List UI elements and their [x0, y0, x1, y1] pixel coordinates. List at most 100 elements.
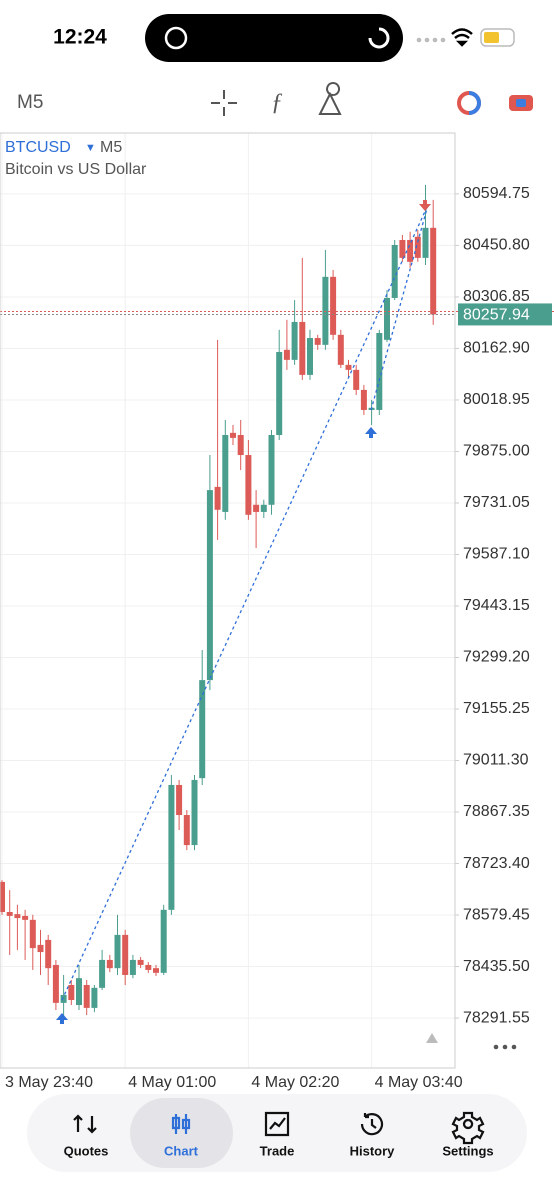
candle-body	[376, 333, 383, 410]
candle-body	[399, 239, 406, 258]
y-tick-label: 79155.25	[463, 700, 530, 717]
status-time: 12:24	[53, 26, 107, 49]
candle-body	[153, 968, 159, 973]
y-tick-label: 80018.95	[463, 391, 530, 408]
app-icon[interactable]	[468, 91, 481, 115]
candle-body	[14, 914, 21, 919]
symbol-dropdown[interactable]: ▼	[85, 142, 96, 154]
candle-body	[299, 321, 306, 375]
tab-bar	[27, 1094, 527, 1172]
tab-label[interactable]: History	[350, 1143, 396, 1158]
candle-body	[52, 964, 59, 1003]
y-tick-label: 78291.55	[463, 1009, 530, 1026]
y-tick-label: 78723.40	[463, 855, 530, 872]
candle-body	[260, 504, 267, 512]
candle-body	[206, 490, 213, 681]
candle-body	[137, 959, 144, 965]
candle-body	[106, 959, 113, 969]
dynamic-island	[145, 14, 403, 62]
candle-body	[214, 486, 221, 510]
sell-arrow	[419, 200, 431, 211]
candle-body	[160, 909, 167, 973]
trade-icon[interactable]	[516, 99, 526, 107]
wifi-icon	[451, 28, 473, 47]
island-icon	[164, 26, 188, 50]
candle-body	[191, 779, 198, 846]
tab-label[interactable]: Trade	[260, 1143, 295, 1158]
crosshair-icon[interactable]	[211, 90, 237, 116]
chart	[0, 133, 554, 1068]
y-tick-label: 78579.45	[463, 906, 530, 923]
tab-icon[interactable]	[360, 1113, 384, 1136]
candle-body	[391, 244, 398, 298]
chart-timeframe: M5	[100, 139, 122, 156]
candle-body	[99, 959, 106, 988]
candle-body	[422, 227, 429, 258]
y-tick-label: 79011.30	[463, 752, 529, 769]
candle-body	[430, 227, 437, 315]
y-tick-label: 80306.85	[463, 288, 530, 305]
candle-body	[45, 939, 52, 969]
candle-body	[353, 369, 360, 390]
more-menu[interactable]	[493, 1044, 517, 1050]
tab-icon[interactable]	[451, 1111, 485, 1145]
chart-frame	[0, 132, 456, 1069]
candle-body	[129, 959, 136, 975]
tab-icon[interactable]	[264, 1111, 290, 1137]
candle-body	[414, 236, 421, 258]
y-tick-label: 79875.00	[463, 443, 530, 460]
battery-level	[484, 32, 499, 43]
y-tick-label: 80594.75	[463, 185, 530, 202]
chart-subtitle: Bitcoin vs US Dollar	[5, 161, 147, 178]
chart-symbol[interactable]: BTCUSD	[5, 139, 71, 156]
candle-body	[283, 349, 290, 360]
tab-label[interactable]: Quotes	[64, 1143, 109, 1158]
candle-body	[276, 351, 283, 436]
toolbar-timeframe[interactable]: M5	[17, 92, 43, 113]
x-tick-label: 4 May 02:20	[251, 1074, 339, 1091]
candle-body	[176, 784, 183, 816]
candle-body	[253, 504, 260, 512]
candle-body	[29, 919, 36, 949]
tab-label[interactable]: Settings	[442, 1143, 493, 1158]
y-tick-label: 79299.20	[463, 649, 530, 666]
tab-label[interactable]: Chart	[164, 1143, 199, 1158]
candle-body	[199, 680, 206, 779]
candle-body	[183, 815, 190, 846]
candle-body	[122, 934, 129, 975]
candle-body	[145, 964, 152, 970]
trade-line	[61, 204, 429, 1001]
island-icon	[368, 27, 390, 49]
y-tick-label: 79443.15	[463, 597, 530, 614]
y-tick-label: 80162.90	[463, 340, 530, 357]
candle-body	[407, 239, 414, 262]
candle-body	[291, 321, 298, 360]
scroll-marker[interactable]	[426, 1033, 438, 1043]
candle-body	[330, 276, 337, 335]
candle-body	[168, 784, 175, 910]
active-tab-bg	[130, 1098, 233, 1168]
candle-body	[83, 984, 90, 1008]
tab-icon[interactable]	[73, 1114, 97, 1134]
price-label: 80257.94	[463, 307, 530, 324]
candle-body	[68, 984, 75, 1001]
candle-body	[384, 297, 390, 340]
tab-icon[interactable]	[171, 1114, 191, 1134]
candle-body	[268, 435, 275, 505]
candle-body	[314, 338, 321, 345]
buy-arrow	[365, 427, 377, 438]
y-tick-label: 79731.05	[463, 494, 530, 511]
candle-body	[91, 987, 98, 1008]
y-tick-label: 79587.10	[463, 546, 530, 563]
candle-body	[22, 915, 29, 920]
price-label-bg	[458, 303, 552, 326]
candle-body	[322, 276, 329, 345]
candle-body	[245, 455, 252, 515]
candle-body	[114, 934, 121, 969]
x-tick-label: 4 May 01:00	[128, 1074, 216, 1091]
indicators-icon[interactable]: ƒ	[271, 90, 283, 116]
battery	[480, 28, 515, 47]
candle-body	[345, 364, 352, 370]
objects-icon[interactable]	[318, 82, 342, 115]
